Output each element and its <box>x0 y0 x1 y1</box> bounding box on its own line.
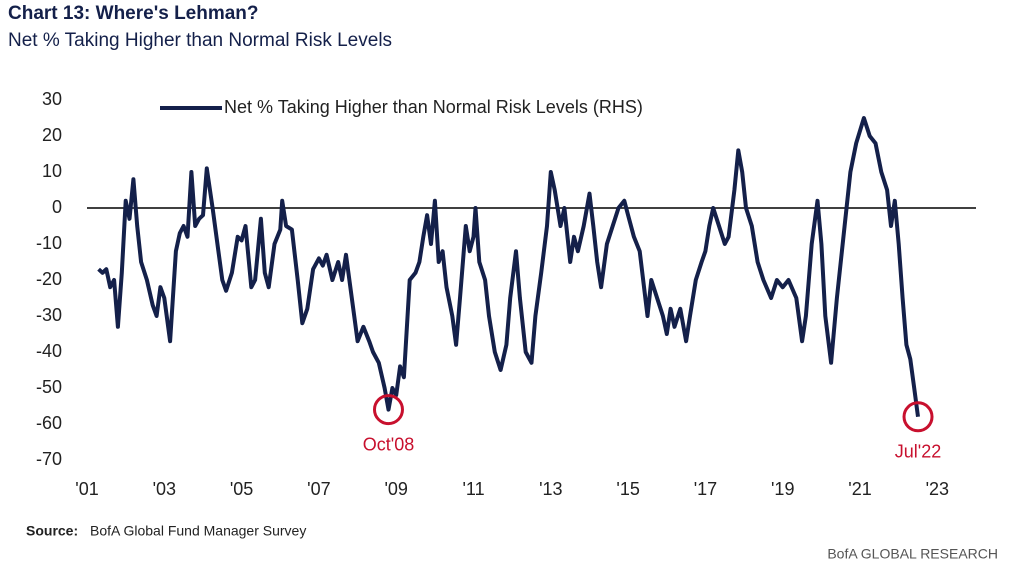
y-tick-label: -20 <box>36 269 62 289</box>
x-tick-label: '15 <box>616 479 639 499</box>
annotation-circle <box>902 401 934 433</box>
chart-subtitle: Net % Taking Higher than Normal Risk Lev… <box>8 30 392 51</box>
x-tick-label: '05 <box>230 479 253 499</box>
x-tick-label: '11 <box>462 479 484 499</box>
y-tick-label: 20 <box>42 125 62 145</box>
source-label: Source: <box>26 523 78 539</box>
source: BofA Global Fund Manager Survey <box>90 523 306 539</box>
y-tick-label: 0 <box>52 197 62 217</box>
x-tick-label: '09 <box>384 479 407 499</box>
y-tick-label: 10 <box>42 161 62 181</box>
x-tick-label: '07 <box>307 479 330 499</box>
x-tick-label: '13 <box>539 479 562 499</box>
y-tick-label: -50 <box>36 377 62 397</box>
x-tick-label: '17 <box>694 479 717 499</box>
data-line <box>97 116 920 418</box>
y-tick-label: -70 <box>36 449 62 469</box>
y-tick-label: -30 <box>36 305 62 325</box>
x-tick-label: '23 <box>926 479 949 499</box>
annotation-circle <box>372 394 404 426</box>
y-tick-label: -60 <box>36 413 62 433</box>
x-tick-label: '19 <box>771 479 794 499</box>
footer: BofA GLOBAL RESEARCH <box>827 546 998 562</box>
annotation-label: Oct'08 <box>363 434 414 454</box>
chart-title: Chart 13: Where's Lehman? <box>8 3 259 24</box>
y-tick-label: 30 <box>42 89 62 109</box>
annotation-label: Jul'22 <box>895 442 941 462</box>
x-tick-label: '21 <box>848 479 871 499</box>
x-tick-label: '01 <box>75 479 98 499</box>
x-tick-label: '03 <box>153 479 176 499</box>
y-tick-label: -10 <box>36 233 62 253</box>
legend-label: Net % Taking Higher than Normal Risk Lev… <box>224 97 643 117</box>
y-tick-label: -40 <box>36 341 62 361</box>
